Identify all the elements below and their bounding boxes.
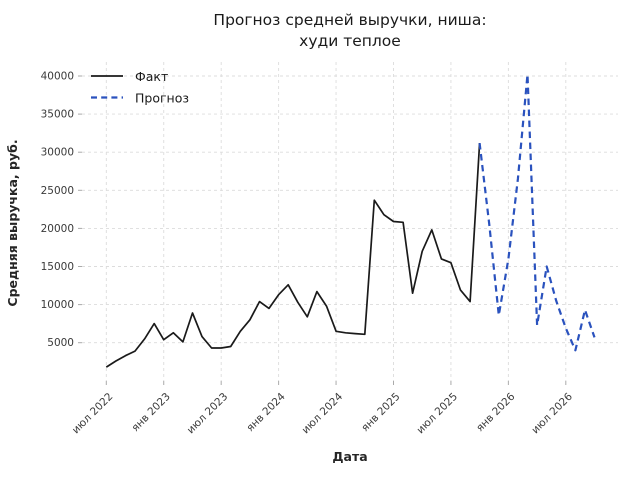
tick-labels-layer: 5000 10000 15000 20000 25000 30000 35000 40000 и… [41, 71, 576, 437]
y-axis-label: Средняя выручка, руб. [5, 139, 20, 306]
legend: Факт Прогноз [91, 69, 189, 106]
x-tick-label: июл 2024 [300, 390, 346, 436]
y-tick-label: 10000 [41, 299, 74, 311]
chart-title-line2: худи теплое [299, 32, 401, 50]
y-tick-label: 20000 [41, 223, 74, 235]
x-axis-label: Дата [332, 449, 367, 464]
x-tick-label: июл 2023 [185, 391, 231, 437]
x-tick-label: июл 2025 [414, 391, 460, 437]
x-tick-label: янв 2023 [129, 391, 172, 434]
y-tick-label: 15000 [41, 261, 74, 273]
y-tick-label: 40000 [41, 71, 74, 83]
fact-line [105, 143, 481, 368]
legend-item-forecast: Прогноз [91, 91, 189, 106]
x-tick-label: янв 2024 [244, 390, 288, 434]
x-tick-label: янв 2026 [474, 390, 518, 434]
series-layer [105, 73, 596, 368]
tick-marks-layer [78, 75, 567, 385]
x-tick-label: июл 2026 [529, 390, 575, 436]
y-tick-label: 30000 [41, 147, 74, 159]
chart-title-line1: Прогноз средней выручки, ниша: [213, 11, 486, 29]
legend-forecast-label: Прогноз [135, 91, 189, 106]
x-tick-label: янв 2025 [359, 391, 402, 434]
x-tick-label: июл 2022 [70, 391, 116, 437]
legend-item-fact: Факт [91, 69, 168, 84]
y-tick-label: 35000 [41, 109, 74, 121]
y-tick-label: 25000 [41, 185, 74, 197]
forecast-line [478, 73, 596, 352]
y-tick-label: 5000 [47, 337, 74, 349]
legend-fact-label: Факт [135, 69, 168, 84]
